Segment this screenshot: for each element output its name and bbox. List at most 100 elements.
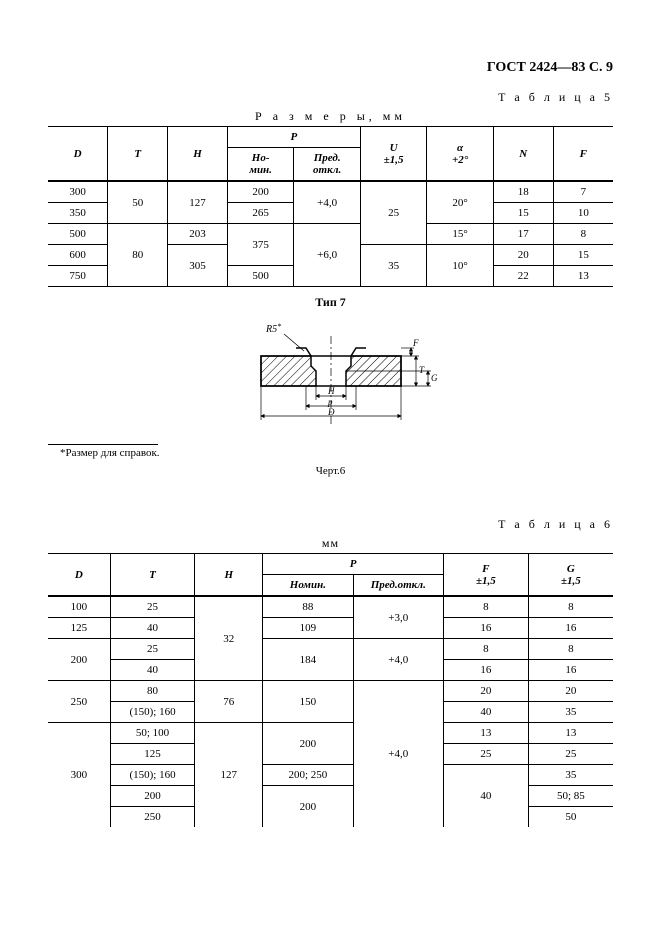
fig-dim-F: F <box>412 338 419 348</box>
t5-T-b: 80 <box>108 224 168 287</box>
t5-H-b: 203 <box>168 224 228 245</box>
fig-R5: R5 <box>265 324 277 335</box>
t6-Pt-40b: +4,0 <box>353 681 443 828</box>
t5-F2: 8 <box>553 224 613 245</box>
t5-Pn-d: 500 <box>227 266 293 287</box>
t6-T-r9: 200 <box>110 786 195 807</box>
t5-T-a: 50 <box>108 181 168 224</box>
t6-th-D: D <box>48 554 110 597</box>
t6-Pn-184: 184 <box>263 639 353 681</box>
t6-T-r3: 40 <box>110 660 195 681</box>
th-T: T <box>108 127 168 182</box>
t6-F-r4: 20 <box>443 681 528 702</box>
t6-G-r8: 35 <box>528 765 613 786</box>
t6-D200: 200 <box>48 639 110 681</box>
t5-Pn-b: 265 <box>227 203 293 224</box>
t6-T-r4: 80 <box>110 681 195 702</box>
fig-dim-D: D <box>327 407 335 417</box>
t5-U-a: 25 <box>360 181 426 245</box>
t6-T-r2: 25 <box>110 639 195 660</box>
t6-T-r5: (150); 160 <box>110 702 195 723</box>
t5-N0: 18 <box>493 181 553 203</box>
table6-label: Т а б л и ц а 6 <box>48 517 613 532</box>
t5-al-b: 15° <box>427 224 493 245</box>
th-F: F <box>553 127 613 182</box>
t5-F1: 10 <box>553 203 613 224</box>
th-H: H <box>168 127 228 182</box>
t6-Pn-200250: 200; 250 <box>263 765 353 786</box>
t6-th-F-tol: ±1,5 <box>476 575 496 587</box>
t6-F-r5: 40 <box>443 702 528 723</box>
t6-H-76: 76 <box>195 681 263 723</box>
t6-H-32: 32 <box>195 596 263 681</box>
t6-G-r2: 8 <box>528 639 613 660</box>
t6-Pn-200: 200 <box>263 723 353 765</box>
t6-Pn-109: 109 <box>263 618 353 639</box>
t5-Pn-a: 200 <box>227 181 293 203</box>
t6-Pn-150: 150 <box>263 681 353 723</box>
t6-Pt-40a: +4,0 <box>353 639 443 681</box>
t5-N3: 20 <box>493 245 553 266</box>
fig-dim-G: G <box>431 373 438 383</box>
figure-drawing: R5* H p D F T G <box>216 316 446 436</box>
th-U: U ±1,5 <box>360 127 426 182</box>
t6-th-F-sym: F <box>482 563 489 575</box>
t5-F0: 7 <box>553 181 613 203</box>
t6-G-r4: 20 <box>528 681 613 702</box>
th-alpha: α +2° <box>427 127 493 182</box>
t6-Pn-200b: 200 <box>263 786 353 828</box>
t6-G-r10: 50 <box>528 807 613 828</box>
th-P-tol: Пред. откл. <box>294 148 360 182</box>
t6-th-H: H <box>195 554 263 597</box>
t5-F4: 13 <box>553 266 613 287</box>
th-a-tol: +2° <box>452 154 468 166</box>
footnote-rule <box>48 444 158 445</box>
figure-label: Черт.6 <box>48 465 613 477</box>
t6-H-127: 127 <box>195 723 263 828</box>
t6-Pt-30: +3,0 <box>353 596 443 639</box>
t5-Pn-c: 375 <box>227 224 293 266</box>
t6-F-r1: 16 <box>443 618 528 639</box>
t6-G-r1: 16 <box>528 618 613 639</box>
table5: D T H P U ±1,5 α +2° N F Но- мин. Пред. … <box>48 126 613 287</box>
table6-units: мм <box>48 536 613 551</box>
page-header: ГОСТ 2424—83 С. 9 <box>48 60 613 76</box>
t5-al-c: 10° <box>427 245 493 287</box>
t5-D4: 750 <box>48 266 108 287</box>
t5-N4: 22 <box>493 266 553 287</box>
t5-D0: 300 <box>48 181 108 203</box>
t6-T-r1: 40 <box>110 618 195 639</box>
fig-dim-H: H <box>327 386 335 396</box>
t5-Pt-a: +4,0 <box>294 181 360 224</box>
t6-D100: 100 <box>48 596 110 618</box>
figure-footnote: *Размер для справок. <box>60 447 613 459</box>
t6-D300: 300 <box>48 723 110 828</box>
t6-T-r8: (150); 160 <box>110 765 195 786</box>
t6-D125: 125 <box>48 618 110 639</box>
t6-th-F: F ±1,5 <box>443 554 528 597</box>
t5-D2: 500 <box>48 224 108 245</box>
t6-F-r7: 25 <box>443 744 528 765</box>
th-a-sym: α <box>457 142 463 154</box>
t6-F-r89: 40 <box>443 765 528 828</box>
t6-F-r2: 8 <box>443 639 528 660</box>
table5-units: Р а з м е р ы, мм <box>48 109 613 124</box>
t6-th-P: P <box>263 554 444 575</box>
t6-F-r3: 16 <box>443 660 528 681</box>
t5-U-b: 35 <box>360 245 426 287</box>
t6-G-r5: 35 <box>528 702 613 723</box>
t5-N1: 15 <box>493 203 553 224</box>
t6-T-r6: 50; 100 <box>110 723 195 744</box>
th-N: N <box>493 127 553 182</box>
t5-N2: 17 <box>493 224 553 245</box>
figure-title: Тип 7 <box>48 295 613 310</box>
t5-Pt-b: +6,0 <box>294 224 360 287</box>
t6-F-r6: 13 <box>443 723 528 744</box>
t6-G-r6: 13 <box>528 723 613 744</box>
t6-th-T: T <box>110 554 195 597</box>
t6-th-G: G ±1,5 <box>528 554 613 597</box>
table6: D T H P F ±1,5 G ±1,5 Номин. Пред.откл. … <box>48 553 613 827</box>
t5-H-a: 127 <box>168 181 228 224</box>
th-U-sym: U <box>390 142 398 154</box>
t6-G-r0: 8 <box>528 596 613 618</box>
